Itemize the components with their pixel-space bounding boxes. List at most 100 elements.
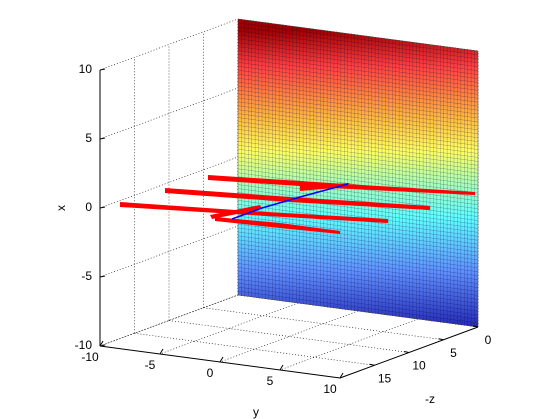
mesh-line	[237, 101, 479, 135]
tick-mark	[99, 344, 106, 347]
mesh-line	[237, 129, 479, 162]
mesh-line	[237, 215, 479, 249]
axes: -10 -5 0 5 10 -10 -5 0 5 10 0 5 10 15	[75, 62, 492, 396]
mesh-line	[237, 144, 479, 178]
z-tick-label: -5	[81, 269, 92, 283]
mesh-line	[237, 223, 479, 257]
tick-mark	[159, 348, 164, 355]
mesh-line	[237, 22, 479, 56]
mesh-line	[237, 42, 479, 75]
grid-line	[168, 320, 410, 353]
mesh-line	[237, 30, 479, 64]
y-tick-label: 10	[412, 359, 426, 373]
mesh-line	[237, 73, 479, 107]
mesh-line	[237, 109, 479, 142]
tick-mark	[99, 206, 106, 209]
tick-mark	[369, 363, 375, 366]
mesh-line	[237, 227, 479, 261]
edge-line	[231, 183, 349, 220]
tick-mark	[99, 68, 106, 71]
grid-line	[99, 18, 239, 71]
mesh-line	[237, 271, 479, 304]
mesh-line	[237, 290, 479, 324]
red-strip	[215, 217, 340, 234]
mesh-line	[237, 77, 479, 111]
strips	[120, 175, 475, 234]
z-tick-label: 5	[85, 131, 92, 145]
tick-mark	[438, 338, 444, 341]
tick-mark	[339, 372, 344, 379]
mesh-line	[237, 282, 479, 316]
mesh-line	[237, 117, 479, 150]
grid-line	[99, 294, 239, 347]
mesh-line	[237, 243, 479, 276]
tick-mark	[279, 364, 284, 371]
mesh-line	[237, 66, 479, 99]
tick-mark	[403, 351, 410, 353]
mesh-line	[237, 125, 479, 158]
grid-line	[203, 307, 444, 341]
grid-line	[219, 310, 359, 363]
mesh-line	[237, 89, 479, 123]
mesh-line	[237, 211, 479, 245]
x-tick-label: -5	[145, 358, 156, 372]
mesh-line	[237, 133, 479, 166]
mesh-line	[237, 184, 479, 217]
tick-mark	[99, 275, 106, 278]
mesh-line	[237, 196, 479, 229]
mesh-line	[237, 286, 479, 320]
y-tick-label: 5	[450, 346, 457, 360]
grid-line	[134, 332, 375, 366]
y-axis-label: -z	[425, 392, 435, 406]
mesh-line	[237, 62, 479, 95]
mesh-line	[237, 239, 479, 273]
z-tick-label: -10	[75, 338, 93, 352]
mesh-line	[237, 58, 479, 91]
mesh-line	[237, 93, 479, 127]
mesh-line	[237, 70, 479, 103]
grid-line	[279, 318, 419, 371]
mesh-line	[237, 140, 479, 174]
grid-line	[99, 156, 239, 209]
grid-line	[99, 225, 239, 278]
mesh-line	[237, 121, 479, 154]
mesh-line	[237, 38, 479, 71]
mesh-line	[237, 278, 479, 312]
grid-line	[99, 294, 239, 347]
mesh-line	[237, 275, 479, 308]
mesh-line	[237, 263, 479, 296]
mesh-line	[237, 54, 479, 87]
tick-mark	[219, 356, 224, 363]
mesh-line	[237, 97, 479, 131]
x-axis-label: y	[253, 405, 259, 419]
red-strip	[210, 205, 262, 219]
mesh-line	[237, 137, 479, 170]
mesh-line	[237, 105, 479, 138]
mesh-line	[237, 255, 479, 288]
mesh-line	[237, 200, 479, 233]
grid-line	[99, 87, 239, 140]
mesh-line	[237, 235, 479, 269]
tick-mark	[99, 137, 106, 140]
mesh-line	[237, 148, 479, 182]
red-strip	[120, 202, 388, 223]
y-tick-label: 15	[378, 371, 392, 385]
mesh-line	[237, 267, 479, 300]
mesh-line	[237, 180, 479, 213]
mesh-line	[237, 152, 479, 186]
surface	[237, 18, 479, 328]
mesh-line	[237, 50, 479, 83]
mesh-line	[237, 231, 479, 265]
x-tick-label: 5	[267, 374, 274, 388]
tick-mark	[472, 325, 479, 328]
mesh-line	[237, 81, 479, 115]
mesh-line	[237, 156, 479, 190]
mesh-line	[237, 26, 479, 60]
mesh-line	[237, 46, 479, 79]
mesh-line	[237, 251, 479, 284]
red-strip	[165, 188, 430, 210]
grid-line	[159, 302, 299, 355]
x-tick-label: -10	[81, 350, 99, 364]
mesh-line	[237, 85, 479, 119]
